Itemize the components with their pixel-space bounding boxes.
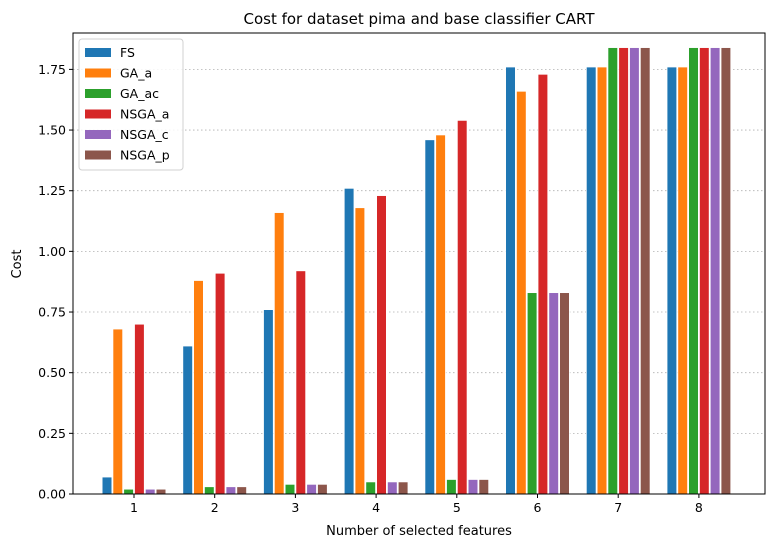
legend-swatch (85, 150, 111, 160)
bar-nsga-c-7 (629, 47, 640, 495)
bars-group (101, 47, 732, 495)
bar-nsga-a-3 (295, 270, 307, 495)
bar-nsga-p-5 (478, 479, 490, 495)
bar-nsga-p-7 (639, 47, 651, 495)
bar-nsga-p-1 (155, 488, 167, 495)
x-tick-label: 7 (614, 500, 622, 515)
legend-swatch (85, 48, 111, 57)
x-tick-label: 2 (211, 500, 219, 515)
x-axis-label: Number of selected features (326, 524, 512, 539)
x-tick-label: 3 (291, 500, 299, 515)
bar-nsga-c-3 (306, 483, 317, 495)
x-tick-label: 4 (372, 500, 380, 515)
plot-frame (72, 32, 766, 495)
bar-fs-5 (424, 139, 436, 495)
bar-ga-ac-8 (688, 47, 699, 495)
legend-label: GA_ac (120, 86, 159, 101)
legend-label: NSGA_p (120, 148, 170, 163)
y-tick-label: 1.25 (38, 183, 66, 198)
y-axis-label: Cost (10, 250, 25, 279)
bar-nsga-p-4 (397, 481, 409, 495)
bar-fs-7 (585, 66, 597, 495)
bar-nsga-c-6 (548, 292, 559, 495)
x-tick-label: 6 (534, 500, 542, 515)
y-tick-label: 0.50 (38, 365, 66, 380)
bar-ga-a-5 (435, 134, 446, 495)
legend-swatch (85, 89, 111, 98)
bar-fs-3 (263, 309, 274, 495)
bar-fs-6 (505, 66, 516, 495)
y-tick-label: 0.25 (38, 426, 66, 441)
bar-fs-8 (666, 66, 678, 495)
bar-ga-a-7 (596, 66, 608, 495)
x-tick-label: 5 (453, 500, 461, 515)
legend-label: NSGA_c (120, 127, 169, 142)
bar-ga-a-6 (516, 90, 527, 495)
bar-nsga-a-8 (699, 47, 710, 495)
bar-fs-1 (101, 476, 113, 495)
bar-nsga-p-6 (559, 292, 570, 495)
legend-swatch (85, 68, 111, 78)
bar-nsga-a-6 (537, 73, 549, 495)
x-tick-label: 8 (695, 500, 703, 515)
bar-fs-2 (182, 345, 194, 495)
y-tick-label: 1.50 (38, 123, 66, 138)
y-axis: 0.00 0.25 0.50 0.75 1.00 1.25 1.50 1.75 (38, 62, 73, 502)
bar-ga-ac-1 (123, 488, 134, 495)
bar-nsga-p-3 (317, 483, 328, 495)
bar-ga-a-3 (273, 212, 285, 495)
bar-ga-ac-7 (607, 47, 619, 495)
chart-title: Cost for dataset pima and base classifie… (243, 10, 595, 28)
bar-fs-4 (343, 187, 355, 495)
bar-nsga-a-7 (618, 47, 629, 495)
legend-label: NSGA_a (120, 107, 169, 122)
bar-ga-ac-2 (203, 486, 215, 495)
x-tick-label: 1 (130, 500, 138, 515)
y-tick-label: 1.75 (38, 62, 66, 77)
bar-ga-ac-5 (446, 479, 457, 495)
y-tick-label: 1.00 (38, 244, 66, 259)
bar-ga-a-4 (354, 207, 366, 495)
bar-nsga-c-8 (709, 47, 721, 495)
bar-nsga-a-2 (214, 272, 226, 495)
bar-nsga-p-2 (236, 486, 248, 495)
y-tick-label: 0.75 (38, 305, 66, 320)
bar-nsga-p-8 (720, 47, 732, 495)
bar-nsga-c-4 (386, 481, 398, 495)
bar-nsga-a-1 (134, 323, 145, 495)
bar-ga-ac-3 (284, 483, 296, 495)
legend-swatch (85, 130, 111, 139)
y-tick-label: 0.00 (38, 487, 66, 502)
legend-swatch (85, 109, 111, 119)
bar-nsga-c-2 (225, 486, 237, 495)
bar-ga-a-1 (112, 328, 124, 495)
legend-label: GA_a (120, 66, 152, 81)
legend: FS GA_a GA_ac NSGA_a NSGA_c NSGA_p (78, 38, 184, 171)
bar-ga-ac-6 (526, 292, 538, 495)
bar-nsga-a-4 (376, 195, 387, 495)
x-axis: 1 2 3 4 5 6 7 8 (130, 494, 703, 515)
bar-ga-a-8 (677, 66, 688, 495)
bar-ga-a-2 (193, 280, 204, 495)
bar-nsga-c-1 (144, 488, 156, 495)
bar-nsga-a-5 (456, 119, 468, 495)
legend-label: FS (120, 45, 135, 60)
bar-ga-ac-4 (365, 481, 376, 495)
bar-nsga-c-5 (467, 479, 479, 495)
